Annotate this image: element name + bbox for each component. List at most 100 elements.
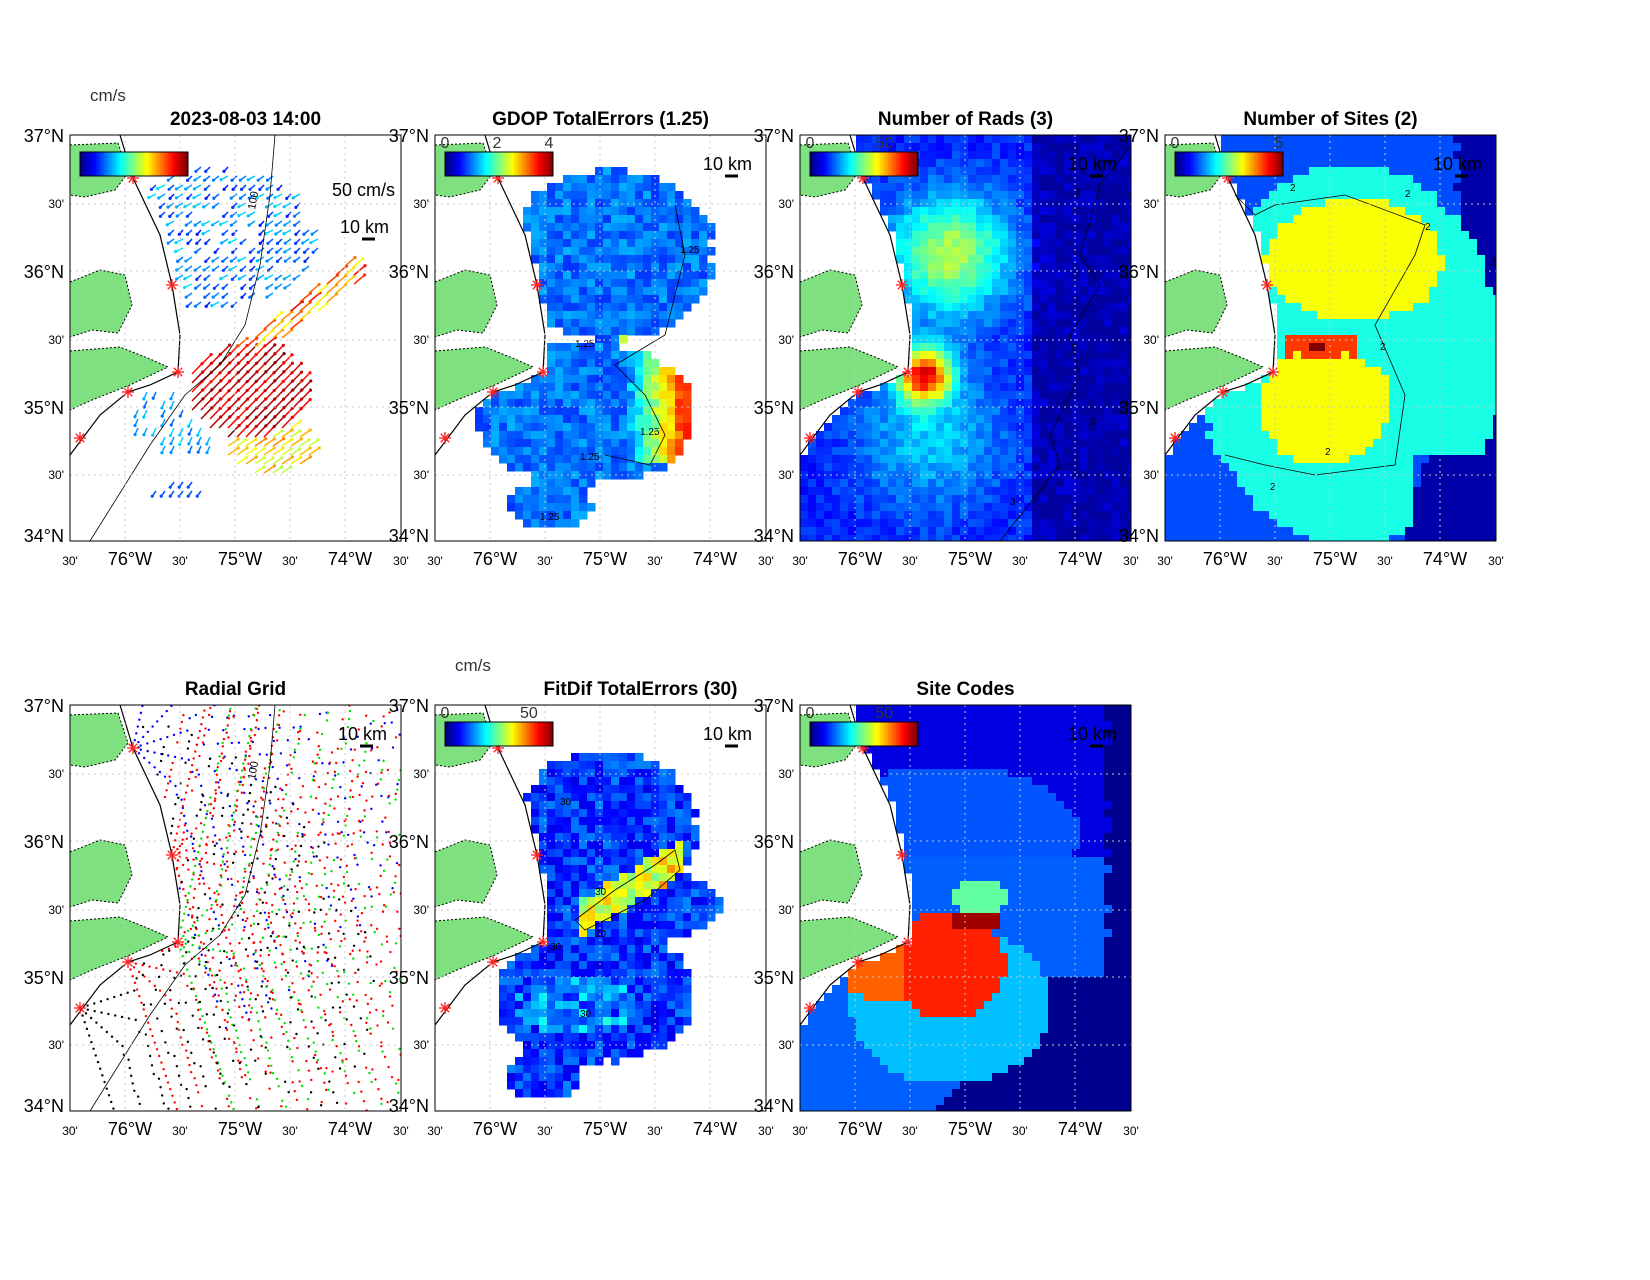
heat-cell <box>691 263 700 272</box>
heat-cell <box>928 367 937 376</box>
heat-cell <box>1120 503 1129 512</box>
x-tick-label: 30' <box>902 554 918 568</box>
heat-cell <box>896 511 905 520</box>
heat-cell <box>595 319 604 328</box>
heat-cell <box>675 191 684 200</box>
heat-cell <box>579 407 588 416</box>
heat-cell <box>1096 231 1105 240</box>
heat-cell <box>1205 407 1214 416</box>
heat-cell <box>976 295 985 304</box>
vector-head <box>151 495 154 498</box>
heat-cell <box>1389 327 1398 336</box>
heat-cell <box>1261 447 1270 456</box>
heat-cell <box>800 519 809 528</box>
heat-cell <box>563 439 572 448</box>
heat-cell <box>667 431 676 440</box>
heat-cell <box>595 295 604 304</box>
heat-cell <box>1309 487 1318 496</box>
heat-cell <box>920 503 929 512</box>
heat-cell <box>960 207 969 216</box>
heat-cell <box>1189 463 1198 472</box>
heat-cell <box>1008 343 1017 352</box>
heat-cell <box>1293 215 1302 224</box>
heat-cell <box>984 247 993 256</box>
heat-cell <box>1301 335 1310 344</box>
heat-cell <box>912 407 921 416</box>
heat-cell <box>1112 455 1121 464</box>
heat-cell <box>635 447 644 456</box>
heat-cell <box>880 455 889 464</box>
heat-cell <box>1048 215 1057 224</box>
heat-cell <box>1301 479 1310 488</box>
heat-cell <box>1349 303 1358 312</box>
heat-cell <box>1269 279 1278 288</box>
heat-cell <box>1032 159 1041 168</box>
heat-cell <box>1317 383 1326 392</box>
heat-cell <box>1413 527 1422 536</box>
heat-cell <box>1072 231 1081 240</box>
heat-cell <box>872 391 881 400</box>
heat-cell <box>1064 215 1073 224</box>
heat-cell <box>1357 519 1366 528</box>
heat-cell <box>960 383 969 392</box>
heat-cell <box>1317 247 1326 256</box>
heat-cell <box>571 455 580 464</box>
heat-cell <box>1325 399 1334 408</box>
vector-head <box>147 196 150 199</box>
vector-head <box>259 224 262 227</box>
heat-cell <box>1253 135 1262 144</box>
heat-cell <box>1341 183 1350 192</box>
heat-cell <box>1413 199 1422 208</box>
heat-cell <box>1325 199 1334 208</box>
heat-cell <box>872 447 881 456</box>
heat-cell <box>547 415 556 424</box>
heat-cell <box>667 271 676 280</box>
heat-cell <box>888 207 897 216</box>
heat-cell <box>531 479 540 488</box>
heat-cell <box>1413 399 1422 408</box>
heat-cell <box>1317 143 1326 152</box>
heat-cell <box>1008 383 1017 392</box>
vector-head <box>293 215 296 218</box>
vector-head <box>282 344 285 347</box>
heat-cell <box>872 535 881 544</box>
heat-cell <box>619 383 628 392</box>
vector-head <box>196 233 199 236</box>
heat-cell <box>1397 207 1406 216</box>
heat-cell <box>944 439 953 448</box>
heat-cell <box>1088 495 1097 504</box>
heat-cell <box>635 439 644 448</box>
heat-cell <box>563 271 572 280</box>
heat-cell <box>1301 399 1310 408</box>
heat-cell <box>603 175 612 184</box>
heat-cell <box>1325 487 1334 496</box>
heat-cell <box>1341 263 1350 272</box>
heat-cell <box>1413 439 1422 448</box>
heat-cell <box>571 191 580 200</box>
hf-radar-site-marker <box>537 366 549 378</box>
colorbar-segment <box>836 152 838 176</box>
heat-cell <box>1205 527 1214 536</box>
heat-cell <box>1285 399 1294 408</box>
heat-cell <box>1325 535 1334 544</box>
heat-cell <box>1333 175 1342 184</box>
heat-cell <box>683 423 692 432</box>
heat-cell <box>944 199 953 208</box>
vector-head <box>293 224 296 227</box>
heat-cell <box>904 215 913 224</box>
heat-cell <box>1341 495 1350 504</box>
heat-cell <box>1128 487 1137 496</box>
vector-head <box>195 242 198 245</box>
heat-cell <box>1293 159 1302 168</box>
heat-cell <box>1389 311 1398 320</box>
heat-cell <box>944 487 953 496</box>
heat-cell <box>1349 391 1358 400</box>
heat-cell <box>1413 511 1422 520</box>
heat-cell <box>571 359 580 368</box>
colorbar-segment <box>910 152 912 176</box>
heat-cell <box>523 503 532 512</box>
heat-cell <box>595 367 604 376</box>
heat-cell <box>952 487 961 496</box>
heat-cell <box>912 535 921 544</box>
vector-head <box>221 260 224 263</box>
